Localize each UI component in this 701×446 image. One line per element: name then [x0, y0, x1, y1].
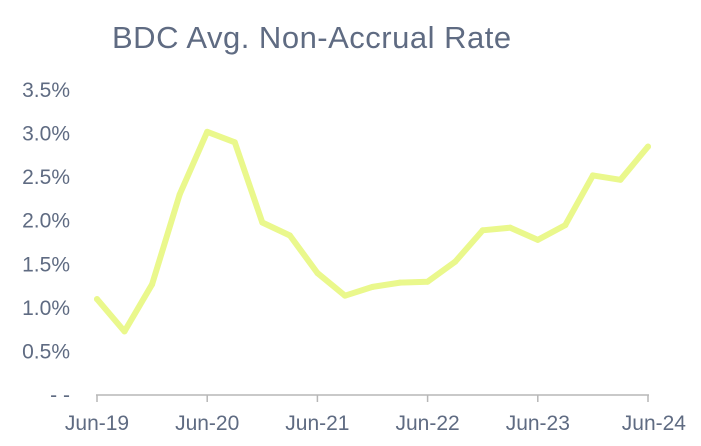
data-point [259, 219, 266, 226]
data-point [534, 236, 541, 243]
x-tick-label: Jun-24 [622, 412, 687, 435]
x-tick-label: Jun-21 [285, 412, 349, 435]
y-tick-label: 2.0% [22, 210, 70, 233]
x-tick-label: Jun-20 [175, 412, 239, 435]
data-point [341, 292, 348, 299]
data-point [286, 232, 293, 239]
data-point [507, 224, 514, 231]
data-point [204, 128, 211, 135]
y-tick-label: 0.5% [22, 340, 70, 363]
y-tick-label: 2.5% [22, 166, 70, 189]
data-point [562, 222, 569, 229]
series-layer [94, 128, 651, 335]
data-point [452, 258, 459, 265]
data-point [121, 328, 128, 335]
data-point [424, 278, 431, 285]
x-tick-label: Jun-23 [506, 412, 570, 435]
y-tick-label: 1.5% [22, 253, 70, 276]
data-point [369, 283, 376, 290]
y-tick-label: - - [50, 384, 70, 407]
chart-title: BDC Avg. Non-Accrual Rate [112, 20, 512, 55]
data-point [231, 139, 238, 146]
data-point [176, 191, 183, 198]
x-axis: Jun-19 Jun-20 Jun-21 Jun-22 Jun-23 Jun-24 [65, 394, 687, 435]
y-tick-label: 3.5% [22, 79, 70, 102]
x-tick-label: Jun-19 [65, 412, 129, 435]
y-tick-label: 1.0% [22, 297, 70, 320]
series-line [94, 128, 651, 335]
data-point [645, 143, 651, 150]
data-point [397, 279, 404, 286]
data-point [479, 227, 486, 234]
y-tick-label: 3.0% [22, 123, 70, 146]
data-point [314, 270, 321, 276]
data-point [589, 172, 596, 179]
x-tick-label: Jun-22 [395, 412, 459, 435]
y-axis: - - 0.5% 1.0% 1.5% 2.0% 2.5% 3.0% 3.5% [22, 79, 70, 407]
data-point [149, 281, 156, 288]
data-point [617, 176, 624, 183]
data-point [94, 296, 100, 303]
